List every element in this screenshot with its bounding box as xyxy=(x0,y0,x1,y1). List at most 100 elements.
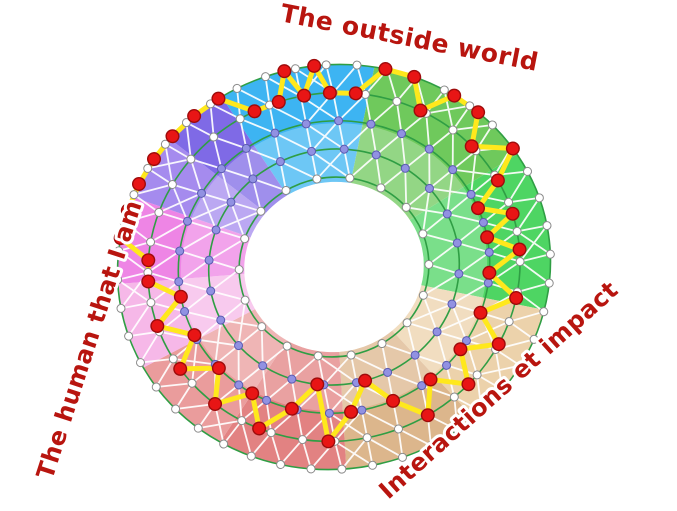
node-purple[interactable] xyxy=(366,119,376,129)
node-purple[interactable] xyxy=(447,299,457,309)
node-purple[interactable] xyxy=(448,165,458,175)
node-white[interactable] xyxy=(539,307,549,317)
node-purple[interactable] xyxy=(248,174,258,184)
node-white[interactable] xyxy=(261,72,271,82)
node-white[interactable] xyxy=(426,441,436,451)
node-white[interactable] xyxy=(377,339,387,349)
node-purple[interactable] xyxy=(301,119,311,129)
node-purple[interactable] xyxy=(258,361,268,371)
node-white[interactable] xyxy=(306,464,316,474)
node-purple[interactable] xyxy=(410,350,420,360)
red-node[interactable] xyxy=(505,206,520,221)
red-node[interactable] xyxy=(423,372,438,387)
node-white[interactable] xyxy=(168,354,178,364)
sector-outside-blue[interactable] xyxy=(219,54,395,204)
red-node[interactable] xyxy=(247,104,262,119)
node-white[interactable] xyxy=(129,190,139,200)
red-node[interactable] xyxy=(173,361,188,377)
node-white[interactable] xyxy=(160,139,170,149)
red-node[interactable] xyxy=(505,141,520,156)
node-white[interactable] xyxy=(298,435,308,445)
node-white[interactable] xyxy=(424,259,434,269)
red-node[interactable] xyxy=(271,94,286,110)
node-white[interactable] xyxy=(256,206,266,216)
node-purple[interactable] xyxy=(417,381,427,391)
node-white[interactable] xyxy=(237,416,247,426)
node-purple[interactable] xyxy=(211,225,221,235)
red-node[interactable] xyxy=(173,289,188,304)
red-node[interactable] xyxy=(141,274,156,289)
sector-purple[interactable] xyxy=(164,88,290,228)
node-purple[interactable] xyxy=(334,116,344,126)
node-purple[interactable] xyxy=(262,395,272,405)
red-node[interactable] xyxy=(146,152,162,167)
red-node[interactable] xyxy=(464,139,479,154)
node-purple[interactable] xyxy=(234,341,244,351)
node-white[interactable] xyxy=(487,120,497,130)
red-node[interactable] xyxy=(322,85,337,100)
node-white[interactable] xyxy=(352,60,362,70)
node-white[interactable] xyxy=(116,303,126,313)
node-white[interactable] xyxy=(401,202,411,212)
node-white[interactable] xyxy=(472,370,482,380)
node-purple[interactable] xyxy=(174,277,184,287)
node-purple[interactable] xyxy=(383,367,393,377)
node-white[interactable] xyxy=(545,249,555,259)
node-purple[interactable] xyxy=(241,143,251,153)
red-node[interactable] xyxy=(378,62,393,77)
node-white[interactable] xyxy=(449,392,459,402)
red-node[interactable] xyxy=(113,231,128,246)
node-white[interactable] xyxy=(119,217,129,227)
sector-salmon[interactable] xyxy=(204,331,362,491)
node-white[interactable] xyxy=(477,406,487,416)
node-white[interactable] xyxy=(234,265,244,275)
red-node[interactable] xyxy=(407,69,422,85)
node-white[interactable] xyxy=(534,193,544,203)
node-purple[interactable] xyxy=(424,144,434,154)
node-white[interactable] xyxy=(418,229,428,239)
sector-green-right[interactable] xyxy=(400,151,562,332)
node-white[interactable] xyxy=(504,197,514,207)
red-node[interactable] xyxy=(211,91,226,106)
red-node[interactable] xyxy=(131,176,147,192)
red-node[interactable] xyxy=(490,173,506,188)
node-purple[interactable] xyxy=(234,380,244,390)
node-white[interactable] xyxy=(135,358,145,368)
red-node[interactable] xyxy=(386,393,401,409)
node-white[interactable] xyxy=(392,96,402,106)
red-node[interactable] xyxy=(321,434,336,449)
node-white[interactable] xyxy=(512,226,522,236)
node-white[interactable] xyxy=(167,180,177,190)
node-purple[interactable] xyxy=(204,255,214,265)
node-purple[interactable] xyxy=(226,197,236,207)
red-node[interactable] xyxy=(471,105,486,120)
red-node[interactable] xyxy=(461,377,476,392)
node-white[interactable] xyxy=(246,451,256,461)
node-white[interactable] xyxy=(146,298,156,308)
node-white[interactable] xyxy=(368,460,378,470)
node-white[interactable] xyxy=(240,295,250,305)
node-white[interactable] xyxy=(186,154,196,164)
node-white[interactable] xyxy=(240,234,250,244)
node-purple[interactable] xyxy=(442,360,452,370)
red-node[interactable] xyxy=(245,386,260,401)
node-purple[interactable] xyxy=(478,217,488,227)
red-node[interactable] xyxy=(165,129,180,144)
node-white[interactable] xyxy=(276,460,286,470)
red-node[interactable] xyxy=(141,253,156,268)
node-white[interactable] xyxy=(171,404,181,414)
node-white[interactable] xyxy=(257,322,267,332)
node-purple[interactable] xyxy=(216,315,226,325)
node-purple[interactable] xyxy=(216,164,226,174)
red-node[interactable] xyxy=(208,397,223,412)
red-node[interactable] xyxy=(211,361,226,376)
red-node[interactable] xyxy=(509,291,524,306)
node-white[interactable] xyxy=(529,334,539,344)
node-white[interactable] xyxy=(337,464,347,474)
node-white[interactable] xyxy=(281,185,291,195)
node-purple[interactable] xyxy=(206,286,216,296)
node-white[interactable] xyxy=(362,433,372,443)
node-purple[interactable] xyxy=(287,374,297,384)
node-white[interactable] xyxy=(498,385,508,395)
node-purple[interactable] xyxy=(371,150,381,160)
